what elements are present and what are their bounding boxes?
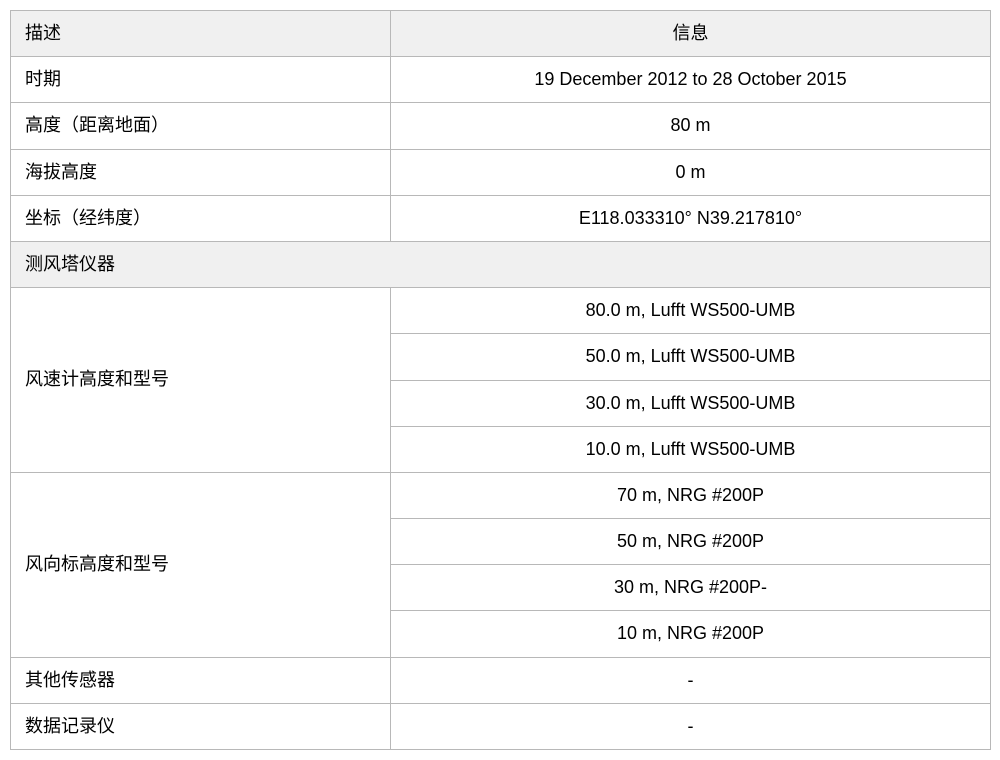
row-value: 30 m, NRG #200P-	[391, 565, 991, 611]
row-value: 50 m, NRG #200P	[391, 519, 991, 565]
row-value: 80 m	[391, 103, 991, 149]
spec-table: 描述 信息 时期19 December 2012 to 28 October 2…	[10, 10, 991, 750]
section-row: 测风塔仪器	[11, 241, 991, 287]
table-row: 其他传感器-	[11, 657, 991, 703]
row-value: -	[391, 703, 991, 749]
section-label: 测风塔仪器	[11, 241, 991, 287]
row-value: 10.0 m, Lufft WS500-UMB	[391, 426, 991, 472]
table-row: 风向标高度和型号70 m, NRG #200P	[11, 472, 991, 518]
row-label: 坐标（经纬度）	[11, 195, 391, 241]
row-label: 其他传感器	[11, 657, 391, 703]
row-label: 风速计高度和型号	[11, 288, 391, 473]
table-row: 坐标（经纬度）E118.033310° N39.217810°	[11, 195, 991, 241]
row-value: 70 m, NRG #200P	[391, 472, 991, 518]
row-label: 时期	[11, 57, 391, 103]
row-label: 高度（距离地面）	[11, 103, 391, 149]
row-label: 数据记录仪	[11, 703, 391, 749]
row-label: 风向标高度和型号	[11, 472, 391, 657]
row-value: 19 December 2012 to 28 October 2015	[391, 57, 991, 103]
row-value: 0 m	[391, 149, 991, 195]
table-row: 时期19 December 2012 to 28 October 2015	[11, 57, 991, 103]
row-value: 50.0 m, Lufft WS500-UMB	[391, 334, 991, 380]
table-row: 数据记录仪-	[11, 703, 991, 749]
row-value: E118.033310° N39.217810°	[391, 195, 991, 241]
table-header-row: 描述 信息	[11, 11, 991, 57]
header-value: 信息	[391, 11, 991, 57]
row-value: 10 m, NRG #200P	[391, 611, 991, 657]
header-label: 描述	[11, 11, 391, 57]
table-row: 风速计高度和型号80.0 m, Lufft WS500-UMB	[11, 288, 991, 334]
table-row: 海拔高度0 m	[11, 149, 991, 195]
row-value: -	[391, 657, 991, 703]
row-label: 海拔高度	[11, 149, 391, 195]
table-row: 高度（距离地面）80 m	[11, 103, 991, 149]
row-value: 30.0 m, Lufft WS500-UMB	[391, 380, 991, 426]
row-value: 80.0 m, Lufft WS500-UMB	[391, 288, 991, 334]
